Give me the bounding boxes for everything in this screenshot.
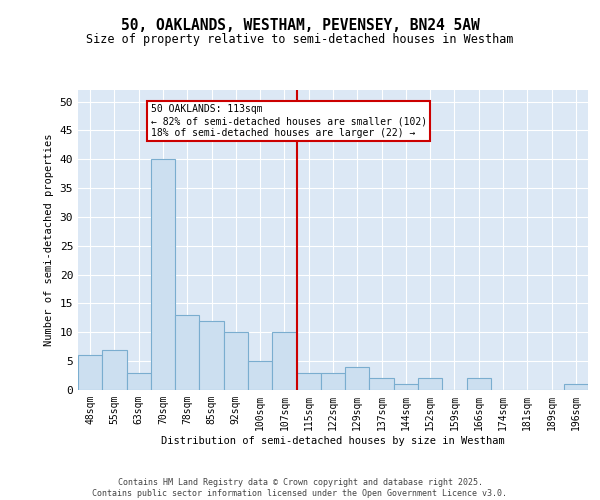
Bar [78,356,102,390]
Bar [102,350,127,390]
Text: Size of property relative to semi-detached houses in Westham: Size of property relative to semi-detach… [86,32,514,46]
Bar [564,384,588,390]
X-axis label: Distribution of semi-detached houses by size in Westham: Distribution of semi-detached houses by … [161,436,505,446]
Bar [321,372,345,390]
Text: Contains HM Land Registry data © Crown copyright and database right 2025.
Contai: Contains HM Land Registry data © Crown c… [92,478,508,498]
Bar [248,361,272,390]
Bar [394,384,418,390]
Text: 50, OAKLANDS, WESTHAM, PEVENSEY, BN24 5AW: 50, OAKLANDS, WESTHAM, PEVENSEY, BN24 5A… [121,18,479,32]
Bar [151,159,175,390]
Bar [467,378,491,390]
Bar [345,367,370,390]
Bar [370,378,394,390]
Text: 50 OAKLANDS: 113sqm
← 82% of semi-detached houses are smaller (102)
18% of semi-: 50 OAKLANDS: 113sqm ← 82% of semi-detach… [151,104,427,138]
Bar [199,321,224,390]
Bar [296,372,321,390]
Bar [224,332,248,390]
Bar [127,372,151,390]
Bar [272,332,296,390]
Bar [175,315,199,390]
Bar [418,378,442,390]
Y-axis label: Number of semi-detached properties: Number of semi-detached properties [44,134,54,346]
